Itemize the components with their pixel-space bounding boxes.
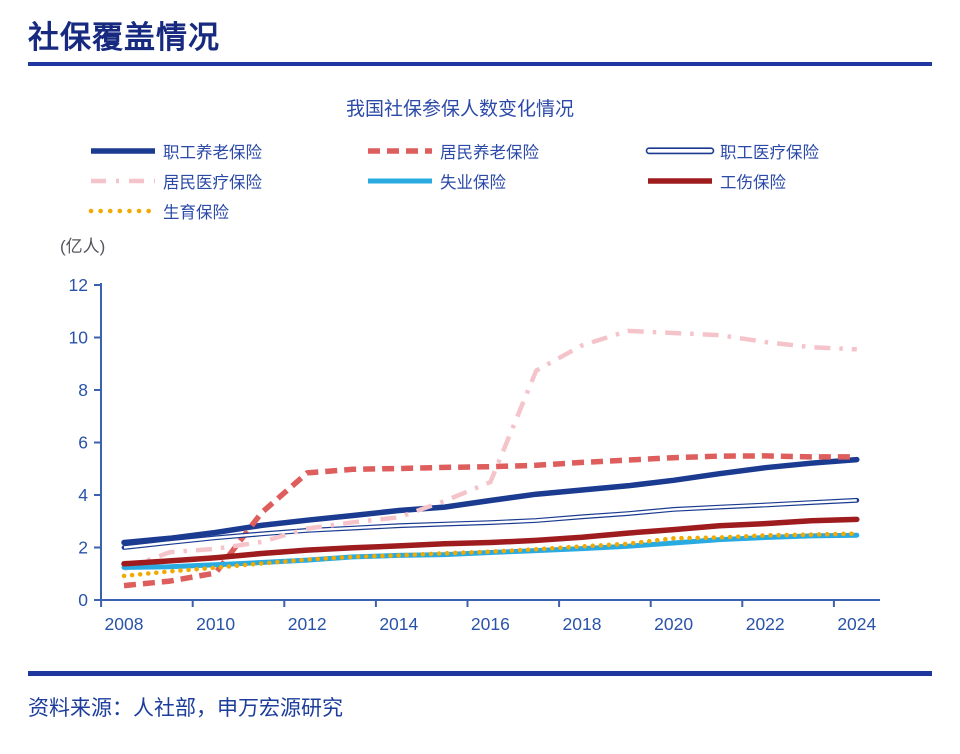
y-tick-label: 2 xyxy=(78,538,88,558)
x-tick-label: 2012 xyxy=(288,614,327,634)
legend-item-5: 失业保险 xyxy=(365,170,645,192)
series-line-3-inner xyxy=(123,499,857,549)
x-tick-label: 2022 xyxy=(746,614,785,634)
legend-marker xyxy=(368,147,432,154)
y-tick-label: 0 xyxy=(78,590,88,610)
x-tick-label: 2010 xyxy=(196,614,235,634)
y-tick-label: 10 xyxy=(69,328,89,348)
y-tick-label: 12 xyxy=(69,275,88,295)
x-tick-label: 2016 xyxy=(471,614,510,634)
x-tick-label: 2024 xyxy=(837,614,876,634)
footer-rule xyxy=(28,671,932,676)
line-chart: 0 2 4 6 8 10 12 2008 2010 2012 2014 2016 2018 2020 202… xyxy=(69,275,880,634)
x-tick-label: 2014 xyxy=(379,614,418,634)
legend-label: 居民养老保险 xyxy=(440,143,539,162)
legend-marker xyxy=(91,178,155,183)
legend-label: 职工医疗保险 xyxy=(720,143,819,162)
legend-marker xyxy=(88,208,158,213)
legend-marker xyxy=(645,146,715,154)
legend-marker xyxy=(91,147,155,154)
legend-marker xyxy=(648,177,712,184)
x-tick-label: 2008 xyxy=(105,614,144,634)
page-title: 社保覆盖情况 xyxy=(28,20,220,55)
y-axis-unit-label: (亿人) xyxy=(60,237,106,256)
legend-item-1: 职工养老保险 xyxy=(88,140,365,162)
legend-item-2: 居民养老保险 xyxy=(365,140,645,162)
series-line-1 xyxy=(121,456,860,546)
legend-label: 生育保险 xyxy=(163,203,229,222)
legend-item-4: 居民医疗保险 xyxy=(88,170,365,192)
y-tick-label: 4 xyxy=(78,485,88,505)
series-line-7 xyxy=(121,531,860,579)
legend-label: 工伤保险 xyxy=(720,173,786,192)
series-line-6 xyxy=(121,516,860,567)
header-rule xyxy=(28,62,932,66)
series-line-4 xyxy=(123,328,857,572)
legend-label: 居民医疗保险 xyxy=(163,173,262,192)
legend-label: 失业保险 xyxy=(440,173,506,192)
chart-title: 我国社保参保人数变化情况 xyxy=(345,99,574,120)
legend-label: 职工养老保险 xyxy=(163,143,262,162)
legend-marker xyxy=(368,178,432,183)
legend-item-3: 职工医疗保险 xyxy=(645,140,918,162)
chart-legend: 职工养老保险 居民养老保险 职工医疗保险 居民医疗保险 失业保险 工伤保险 生育… xyxy=(88,140,918,222)
legend-item-7: 生育保险 xyxy=(88,200,365,222)
y-tick-label: 8 xyxy=(78,380,88,400)
source-note: 资料来源：人社部，申万宏源研究 xyxy=(28,697,343,720)
x-tick-label: 2020 xyxy=(654,614,693,634)
y-tick-label: 6 xyxy=(78,433,88,453)
x-tick-label: 2018 xyxy=(563,614,602,634)
legend-item-6: 工伤保险 xyxy=(645,170,918,192)
